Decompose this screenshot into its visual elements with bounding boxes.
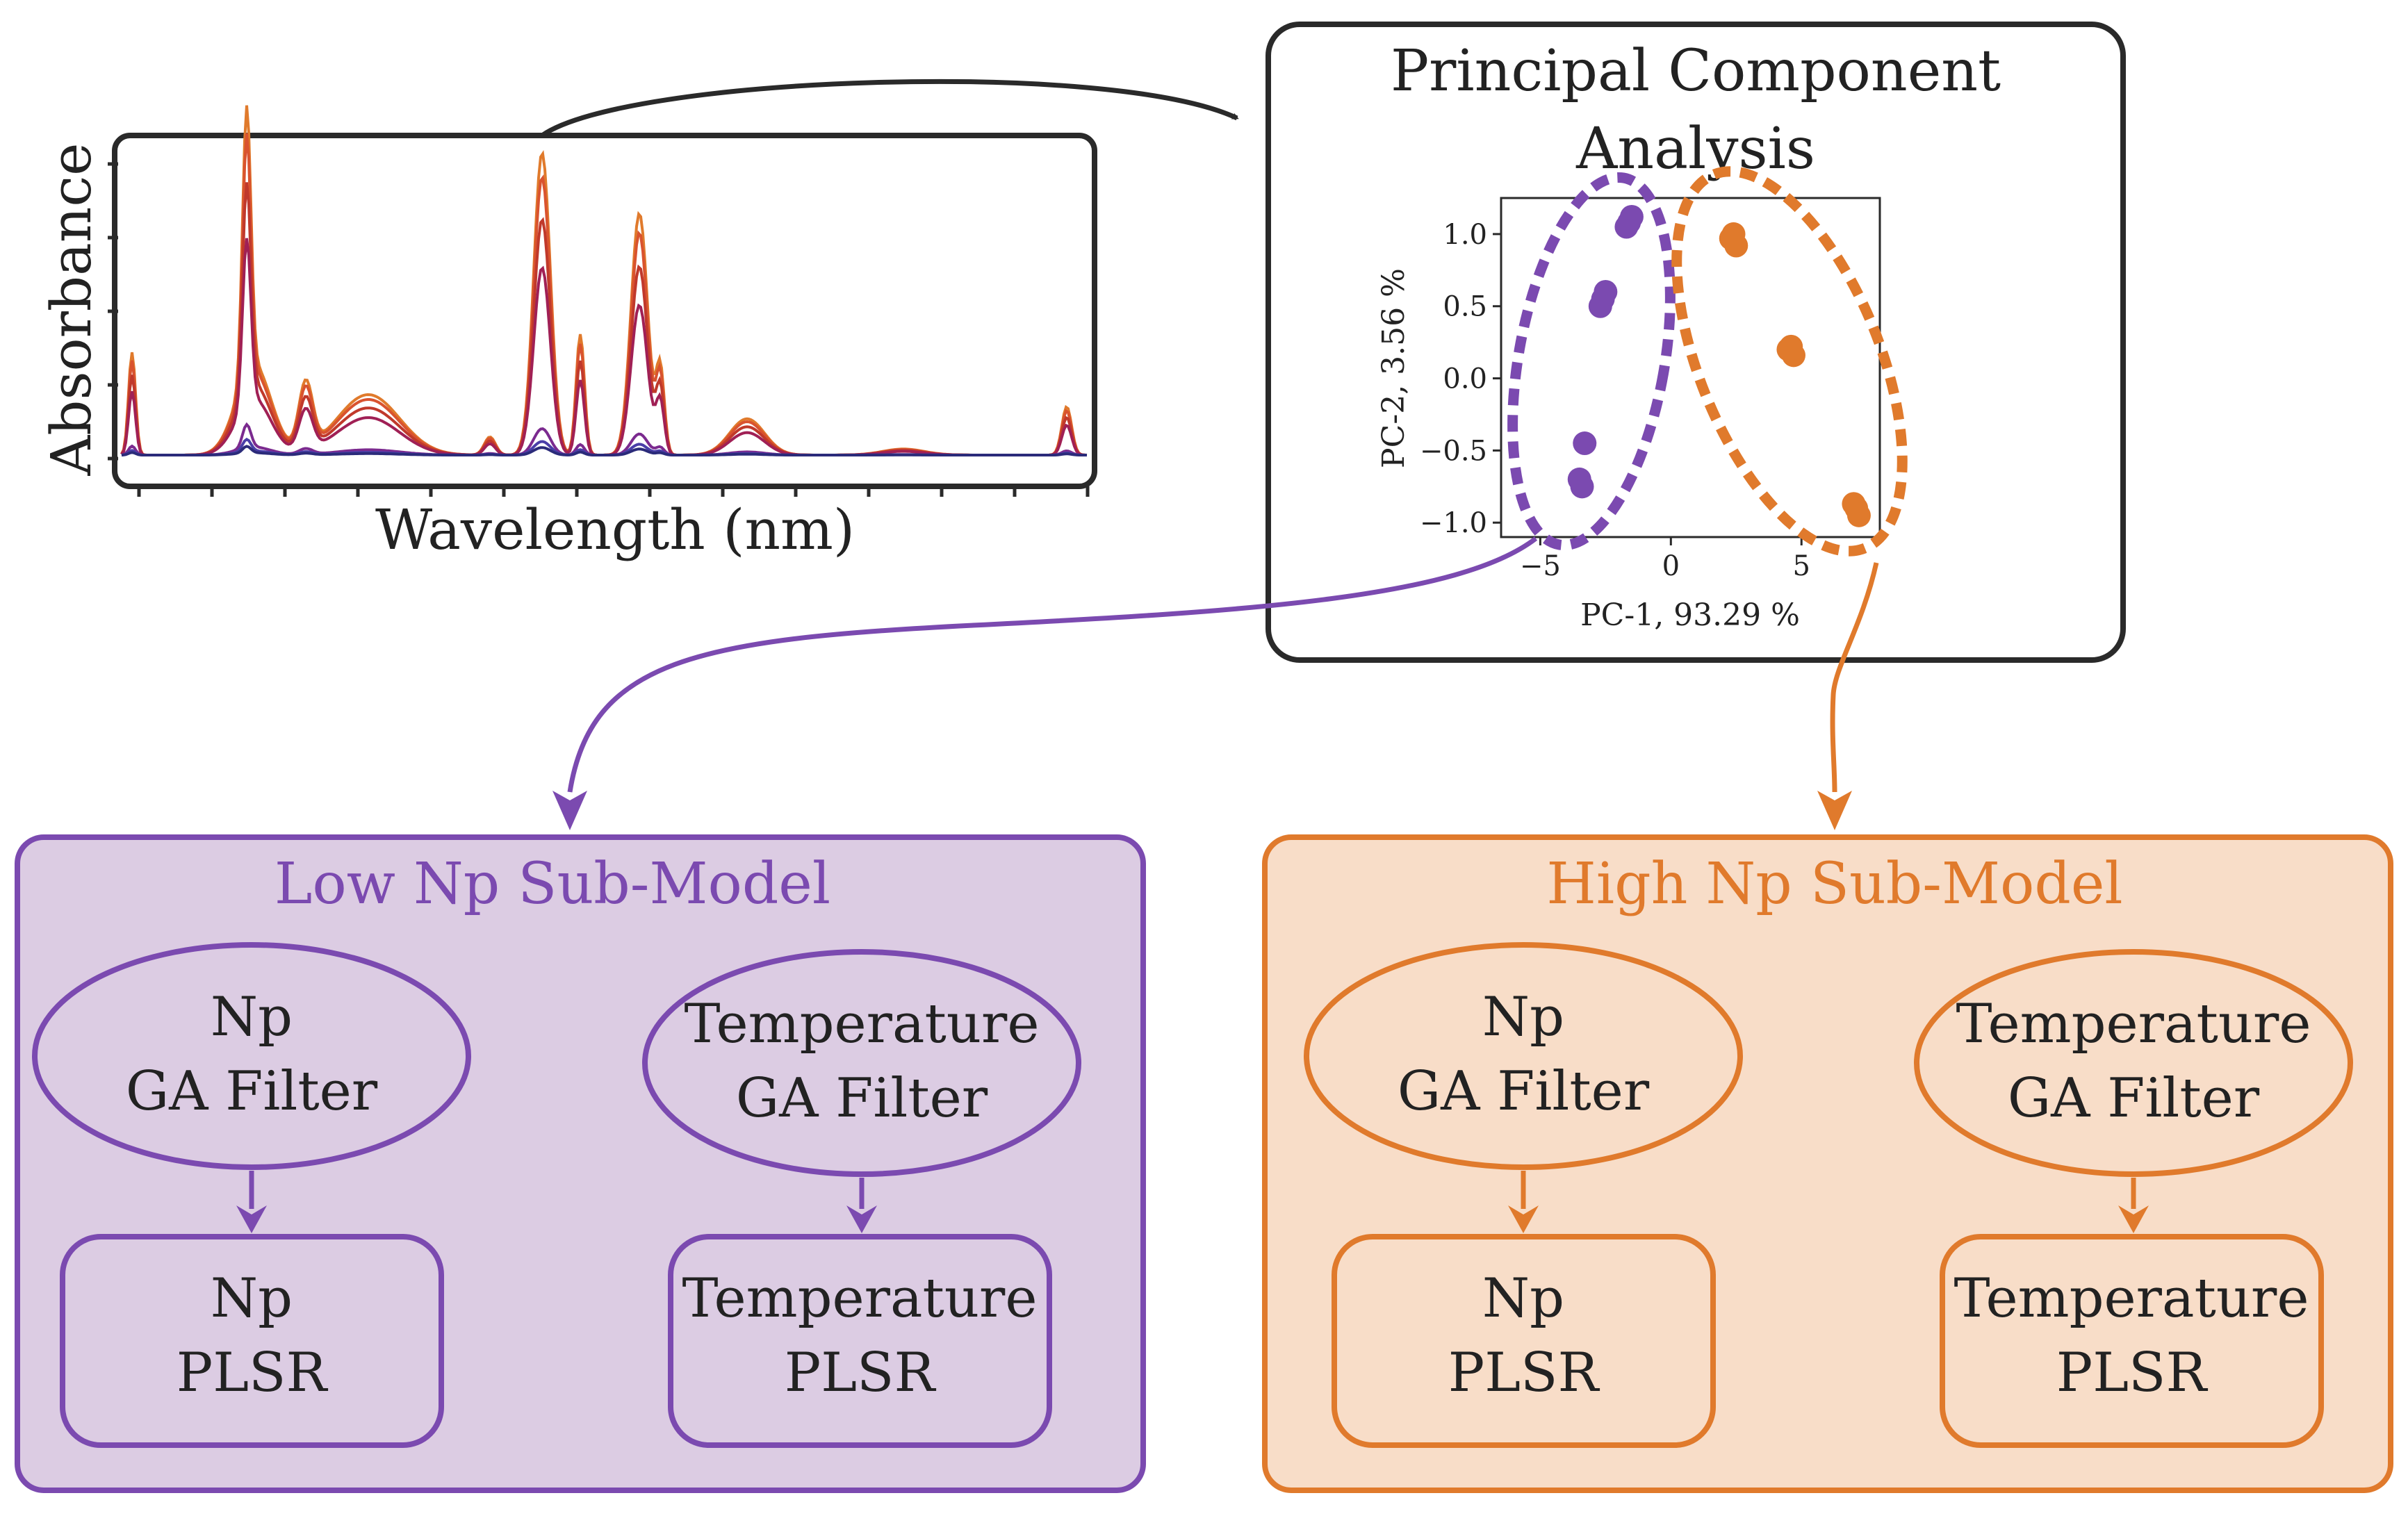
pca-point [1721,222,1746,246]
low-np-ga-filter-line1: Np [211,986,293,1048]
pca-x-tick-label: −5 [1520,550,1561,582]
pca-title-line2: Analysis [1575,116,1815,182]
pca-ticks: −5 0 5 1.0 0.5 0.0 −0.5 −1.0 [1420,219,1810,582]
pca-y-tick-label: 1.0 [1443,219,1487,251]
low-temperature-ga-filter-line1: Temperature [685,993,1040,1055]
low-temperature-ga-filter [642,949,1081,1177]
spectrum-lines [120,105,1088,456]
pca-x-tick-label: 5 [1793,550,1810,582]
low-temp-arrowhead [846,1205,877,1233]
low-model-box [15,834,1146,1493]
pca-point [1588,294,1612,318]
high-temperature-plsr-line1: Temperature [1954,1267,2309,1330]
pca-title-line1: Principal Component [1391,38,2001,104]
pca-y-tick-label: 0.5 [1443,291,1487,323]
low-temperature-plsr-line2: PLSR [785,1342,937,1404]
low-np-cluster-ellipse [1507,172,1676,551]
high-np-cluster-ellipse [1671,166,1908,557]
high-np-sub-model: High Np Sub-Model Np GA Filter Temperatu… [1262,834,2393,1493]
pca-y-tick-label: −1.0 [1420,507,1487,539]
low-np-ga-filter-line2: GA Filter [126,1060,378,1123]
spectrum-xlabel: Wavelength (nm) [375,497,855,562]
low-np-arrowhead [236,1205,267,1233]
pca-frame [1266,22,2126,663]
low-cluster-to-low-model-arrow [567,536,1538,793]
pca-point [1614,215,1639,239]
low-model-title: Low Np Sub-Model [275,851,830,917]
pca-point [1573,431,1597,456]
low-temperature-ga-filter-line2: GA Filter [736,1067,988,1130]
high-np-ga-filter [1304,942,1743,1170]
spectrum-ylabel: Absorbance [39,142,104,476]
low-arrowhead [552,791,587,830]
low-np-plsr-line1: Np [211,1267,293,1330]
high-model-title: High Np Sub-Model [1546,851,2122,917]
low-temperature-plsr [668,1234,1052,1448]
high-np-ga-filter-line2: GA Filter [1398,1060,1650,1123]
spectrum-frame [112,133,1097,489]
pca-point [1570,475,1594,499]
high-temperature-ga-filter-line2: GA Filter [2008,1067,2260,1130]
high-np-ga-filter-line1: Np [1482,986,1564,1048]
pca-y-tick-label: 0.0 [1443,363,1487,395]
pca-x-tick-label: 0 [1662,550,1680,582]
high-arrowhead [1817,791,1852,830]
spectrum-series-line [121,445,1087,456]
high-np-arrowhead [1508,1205,1539,1233]
low-np-ga-filter [32,942,471,1170]
low-temperature-plsr-line1: Temperature [682,1267,1038,1330]
low-np-sub-model: Low Np Sub-Model Np GA Filter Temperatur… [15,834,1146,1493]
high-np-plsr [1332,1234,1716,1448]
low-np-plsr [60,1234,444,1448]
pca-plot-area [1500,197,1881,538]
pca-panel: Principal Component Analysis −5 0 5 1.0 0.5 0… [1266,22,2126,663]
high-np-plsr-line2: PLSR [1448,1342,1600,1404]
spectrum-to-pca-arrow [540,79,1239,138]
high-temperature-ga-filter-line1: Temperature [1956,993,2311,1055]
high-temperature-plsr [1940,1234,2324,1448]
low-np-plsr-line2: PLSR [177,1342,329,1404]
pca-xlabel: PC-1, 93.29 % [1580,598,1800,633]
pca-point [1776,338,1801,362]
spectrum-ticks [108,162,1090,497]
pca-point [1844,496,1869,520]
high-model-box [1262,834,2393,1493]
high-temperature-plsr-line2: PLSR [2056,1342,2209,1404]
high-temperature-ga-filter [1914,949,2353,1177]
pca-points [1567,204,1871,527]
high-np-plsr-line1: Np [1482,1267,1564,1330]
pca-y-tick-label: −0.5 [1420,435,1487,467]
spectrum-panel: Absorbance Wavelength (nm) [39,105,1097,562]
high-temp-arrowhead [2118,1205,2149,1233]
pca-ylabel: PC-2, 3.56 % [1376,268,1411,468]
high-cluster-to-high-model-arrow [1830,562,1879,793]
